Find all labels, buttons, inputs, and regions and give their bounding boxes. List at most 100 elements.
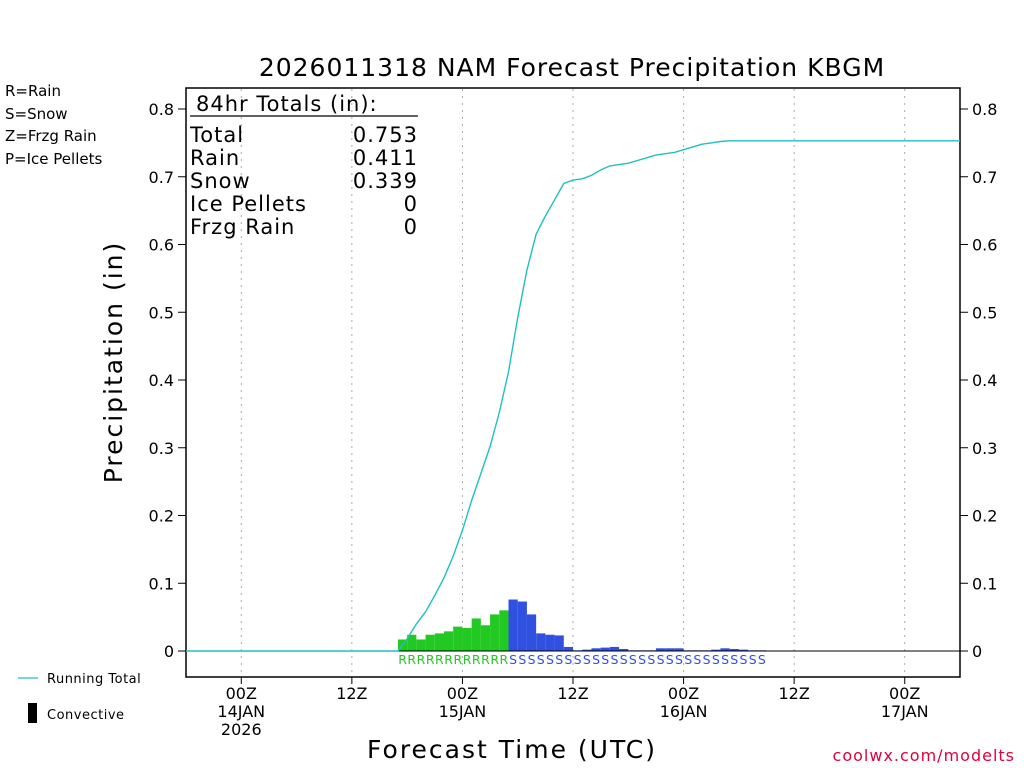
precip-type-letter: S [647,652,655,667]
precip-bar [582,649,592,651]
y-tick-label-left: 0.7 [149,168,174,187]
legend-ice-pellets: P=Ice Pellets [5,150,102,168]
precip-bar [536,633,546,651]
x-tick-label: 00Z [668,684,699,703]
running-total-line [186,140,960,652]
totals-header: 84hr Totals (in): [196,92,378,116]
legend-frzg-rain: Z=Frzg Rain [5,127,97,145]
precip-type-letter: R [453,652,462,667]
convective-legend-label: Convective [47,708,125,723]
precip-type-letter: S [564,652,572,667]
precip-bar [591,648,601,651]
precip-type-letter: R [463,652,472,667]
precip-bar [711,649,721,651]
x-axis-label: Forecast Time (UTC) [367,735,657,764]
precip-bar [480,625,491,651]
running-total-line-group [186,140,960,652]
y-tick-label-right: 0.3 [972,439,997,458]
precip-type-letter: S [730,652,738,667]
precip-bar [490,614,500,651]
precip-bar [609,646,620,651]
precip-type-letter: S [574,652,582,667]
y-axis-label: Precipitation (in) [99,241,128,484]
x-tick-label: 00Z [447,684,478,703]
x-tick-label: 12Z [557,684,588,703]
precip-type-letter: S [555,652,563,667]
precip-bar [563,646,573,651]
y-tick-label-left: 0.2 [149,507,174,526]
precip-type-letter: S [592,652,600,667]
x-tick-label: 2026 [221,720,262,739]
precip-type-letter: S [537,652,545,667]
totals-row-label: Snow [190,169,251,193]
precip-bar [517,601,527,651]
y-tick-label-left: 0.8 [149,100,174,119]
credit-text: coolwx.com/modelts [833,746,1015,765]
totals-row-label: Rain [190,146,240,170]
precip-type-letter: S [629,652,637,667]
totals-row-value: 0.339 [353,169,418,193]
precip-type-letter: R [444,652,453,667]
precip-bar [674,648,684,651]
totals-row-label: Ice Pellets [190,192,307,216]
precip-bar [665,648,675,651]
precip-type-letter: S [518,652,526,667]
precip-bar [738,649,749,651]
convective-swatch [28,703,37,723]
x-tick-label: 12Z [336,684,367,703]
y-tick-label-right: 0.4 [972,371,997,390]
totals-row-value: 0.753 [353,123,418,147]
totals-row-value: 0.411 [353,146,418,170]
precip-type-letter: S [546,652,554,667]
precip-type-letter: R [500,652,509,667]
precip-type-letter: R [435,652,444,667]
precip-type-legend: R=Rain S=Snow Z=Frzg Rain P=Ice Pellets [5,82,102,168]
precip-type-letter: S [703,652,711,667]
y-tick-label-left: 0.1 [149,574,174,593]
y-axis-ticks: 0 00.1 0.10.2 0.20.3 0.30.4 0.40.5 0.50.6 0.60.… [149,100,998,661]
y-tick-label-left: 0.4 [149,371,174,390]
x-tick-label: 12Z [778,684,809,703]
precip-bar [720,648,730,651]
totals-row-value: 0 [404,192,418,216]
x-tick-label: 14JAN [217,702,265,721]
legend-snow: S=Snow [5,105,68,123]
precip-bar [600,647,610,651]
x-tick-label: 17JAN [881,702,929,721]
running-total-legend-label: Running Total [47,672,141,687]
precip-type-letter: S [749,652,757,667]
y-tick-label-right: 0.1 [972,574,997,593]
precip-type-letter: R [472,652,481,667]
y-tick-label-left: 0 [164,642,174,661]
y-tick-label-right: 0.6 [972,236,997,255]
precip-type-letter: R [417,652,426,667]
precip-type-letter: S [528,652,536,667]
precip-type-letter: S [758,652,766,667]
vertical-grid-lines [240,89,906,676]
precip-bar [471,618,481,651]
precip-type-letter: S [721,652,729,667]
chart-title: 2026011318 NAM Forecast Precipitation KB… [259,53,885,82]
y-tick-label-right: 0.5 [972,303,997,322]
precip-type-letter: S [739,652,747,667]
plot-frame [185,87,961,678]
precip-type-letter: S [610,652,618,667]
y-tick-label-right: 0 [972,642,982,661]
totals-row-label: Frzg Rain [190,215,295,239]
y-tick-label-left: 0.3 [149,439,174,458]
y-tick-label-left: 0.6 [149,236,174,255]
precip-bar [434,633,444,651]
precip-bar [508,599,518,651]
x-tick-label: 15JAN [439,702,487,721]
precip-type-letter: S [620,652,628,667]
precip-bar [729,648,739,651]
precip-type-letter: S [638,652,646,667]
precip-bar [655,648,666,651]
precip-type-letter: S [583,652,591,667]
precip-bar [545,634,555,651]
precip-type-letter: S [666,652,674,667]
x-tick-label: 00Z [226,684,257,703]
